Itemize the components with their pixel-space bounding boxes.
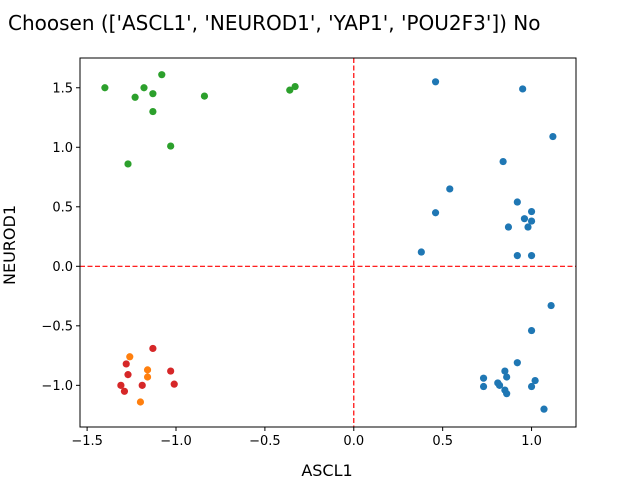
data-points (101, 71, 557, 413)
x-tick-label: 0.0 (343, 434, 364, 449)
data-point (124, 371, 132, 379)
data-point (149, 107, 157, 116)
data-point (122, 360, 130, 368)
data-point (200, 92, 209, 100)
data-point (167, 367, 175, 375)
data-point (501, 367, 509, 375)
data-point (513, 251, 521, 260)
chart-title: Choosen (['ASCL1', 'NEUROD1', 'YAP1', 'P… (8, 11, 541, 35)
y-tick-label: −0.5 (41, 319, 73, 334)
data-point (495, 381, 504, 389)
data-point (540, 405, 548, 413)
data-point (149, 344, 157, 353)
data-point (131, 93, 139, 101)
y-axis-label: NEUROD1 (0, 205, 19, 285)
data-point (499, 157, 507, 166)
y-tick-label: 0.5 (52, 200, 73, 215)
data-point (519, 85, 527, 93)
data-point (520, 215, 529, 223)
y-axis-ticks: −1.0 −0.5 0.0 0.5 1.0 1.5 (41, 81, 80, 394)
x-tick-label: −0.5 (249, 434, 281, 449)
reference-lines (80, 58, 576, 427)
data-point (158, 71, 166, 79)
data-point (136, 398, 145, 406)
data-point (140, 84, 148, 92)
data-point (431, 209, 440, 217)
data-point (126, 353, 134, 361)
data-point (503, 373, 511, 381)
data-point (149, 90, 157, 98)
x-axis-ticks: −1.5 −1.0 −0.5 0.0 0.5 1.0 (71, 427, 542, 449)
data-point (527, 207, 536, 216)
data-point (504, 223, 513, 231)
x-axis-label: ASCL1 (301, 461, 352, 480)
data-point (431, 78, 440, 86)
data-point (479, 382, 488, 391)
y-tick-label: −1.0 (41, 379, 73, 394)
y-tick-label: 0.0 (52, 260, 73, 275)
data-point (527, 217, 536, 225)
data-point (513, 198, 521, 206)
data-point (286, 86, 294, 94)
x-tick-label: 0.5 (432, 434, 453, 449)
y-tick-label: 1.0 (52, 141, 73, 156)
axes-frame (79, 57, 577, 428)
x-tick-label: −1.0 (160, 434, 192, 449)
data-point (527, 251, 536, 260)
data-point (101, 84, 109, 92)
x-tick-label: 1.0 (521, 434, 542, 449)
data-point (170, 380, 178, 388)
data-point (479, 374, 488, 382)
data-point (531, 376, 539, 385)
y-tick-label: 1.5 (52, 81, 73, 96)
data-point (549, 132, 557, 141)
data-point (117, 381, 125, 389)
data-point (503, 390, 511, 398)
data-point (547, 301, 555, 310)
data-point (120, 387, 129, 395)
data-point (513, 359, 521, 367)
data-point (417, 248, 425, 256)
data-point (527, 382, 536, 391)
data-point (446, 185, 454, 193)
data-point (524, 223, 532, 231)
data-point (291, 82, 299, 91)
data-point (167, 142, 175, 150)
x-tick-label: −1.5 (71, 434, 103, 449)
data-point (138, 381, 146, 389)
data-point (124, 160, 132, 168)
data-point (143, 366, 152, 374)
data-point (527, 326, 536, 335)
data-point (143, 373, 152, 381)
